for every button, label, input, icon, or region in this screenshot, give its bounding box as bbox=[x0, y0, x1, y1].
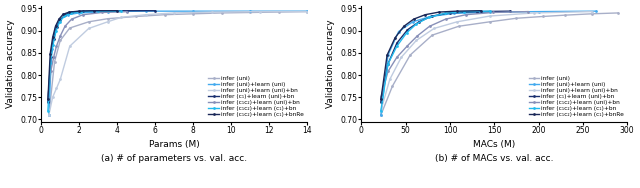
X-axis label: Params (M): Params (M) bbox=[148, 140, 200, 149]
Y-axis label: Validation accuracy: Validation accuracy bbox=[6, 20, 15, 108]
Y-axis label: Validation accuracy: Validation accuracy bbox=[326, 20, 335, 108]
Text: (b) # of MACs vs. val. acc.: (b) # of MACs vs. val. acc. bbox=[435, 154, 554, 163]
Text: (a) # of parameters vs. val. acc.: (a) # of parameters vs. val. acc. bbox=[101, 154, 247, 163]
Legend: infer (uni), infer (uni)+learn (uni), infer (uni)+learn (uni)+bn, infer (c₁)+lea: infer (uni), infer (uni)+learn (uni), in… bbox=[528, 76, 624, 118]
X-axis label: MACs (M): MACs (M) bbox=[473, 140, 515, 149]
Legend: infer (uni), infer (uni)+learn (uni), infer (uni)+learn (uni)+bn, infer (c₁)+lea: infer (uni), infer (uni)+learn (uni), in… bbox=[208, 76, 304, 118]
